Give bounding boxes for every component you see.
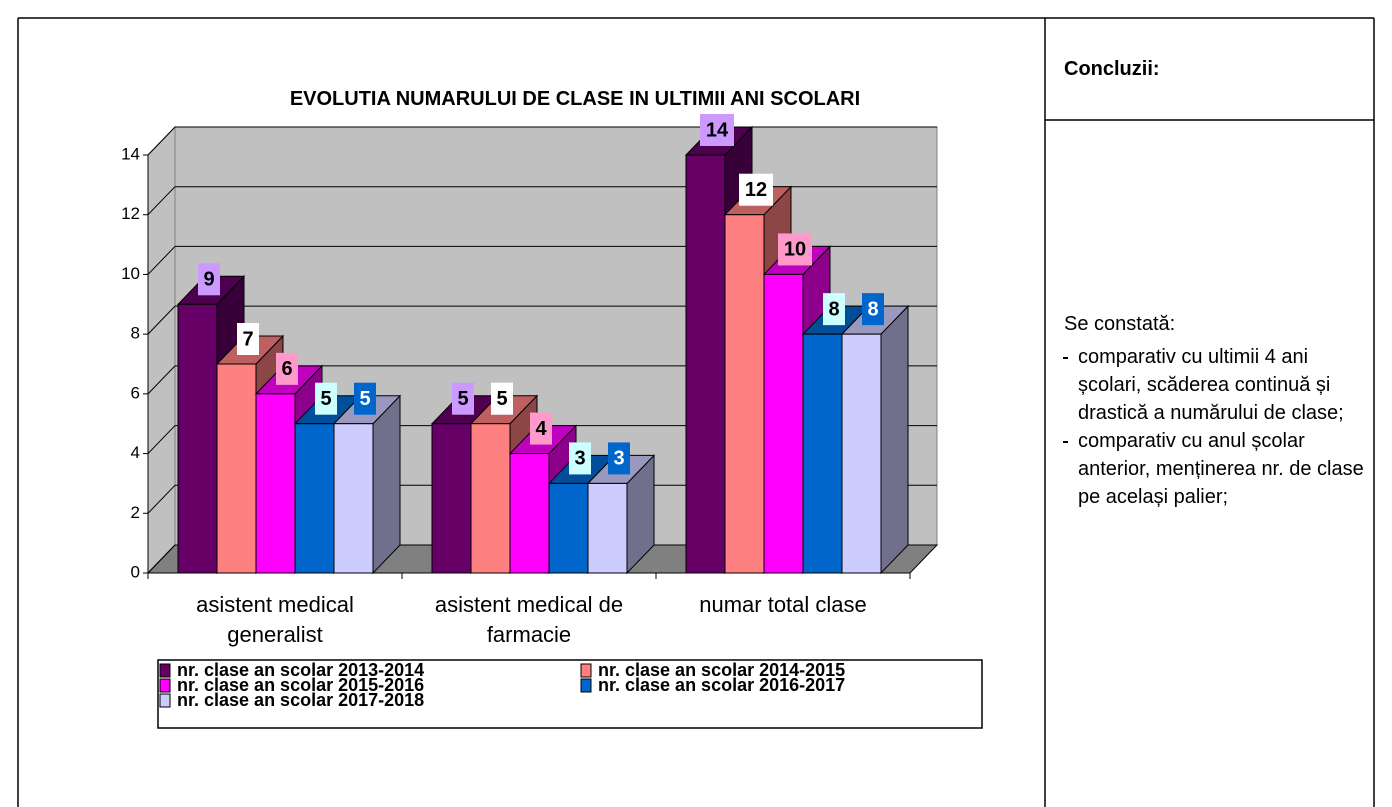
grid-line-side	[147, 126, 176, 156]
y-tick-label: 6	[131, 383, 140, 402]
legend-label: nr. clase an scolar 2013-2014	[177, 660, 424, 680]
bar	[587, 482, 628, 574]
conclusions-heading: Concluzii:	[1064, 58, 1160, 80]
bar	[685, 154, 726, 574]
bar	[548, 482, 589, 574]
data-label: 8	[867, 298, 878, 320]
data-label: 12	[745, 179, 767, 201]
conclusions-list: comparativ cu ultimii 4 ani școlari, scă…	[1063, 343, 1374, 511]
data-label: 5	[496, 388, 507, 410]
bullet-item: comparativ cu anul școlar anterior, menț…	[1063, 427, 1374, 511]
data-label-box	[452, 382, 474, 415]
data-label: 9	[203, 269, 214, 291]
side-wall	[147, 125, 176, 575]
grid-line-side	[147, 544, 176, 574]
bar	[509, 453, 550, 574]
data-label-box	[354, 382, 376, 415]
bar	[333, 423, 374, 574]
data-label: 5	[457, 388, 468, 410]
data-label-box	[491, 382, 513, 415]
x-tick-label: asistent medical generalist	[196, 592, 354, 647]
data-label: 6	[281, 358, 292, 380]
data-label: 3	[613, 448, 624, 470]
bar	[841, 333, 882, 574]
legend-swatch	[159, 663, 171, 678]
data-label: 14	[706, 119, 729, 141]
grid-line-side	[147, 305, 176, 335]
legend-label: nr. clase an scolar 2017-2018	[177, 690, 424, 710]
data-label-box	[739, 173, 773, 206]
data-label-box	[778, 233, 812, 266]
y-tick-label: 8	[131, 324, 140, 343]
conclusions-intro: Se constată:	[1064, 313, 1176, 335]
data-label-box	[315, 382, 337, 415]
bar-side	[372, 394, 401, 575]
data-label-box	[198, 263, 220, 296]
data-label-box	[823, 293, 845, 326]
y-tick-label: 12	[121, 204, 140, 223]
y-tick-label: 14	[121, 144, 140, 163]
bar	[177, 303, 218, 574]
x-tick-label: asistent medical de farmacie	[434, 592, 624, 647]
data-label-box	[608, 442, 630, 475]
bullet-dash	[1063, 441, 1068, 443]
bar	[216, 363, 257, 574]
bar	[294, 423, 335, 574]
data-label: 3	[574, 448, 585, 470]
data-label: 10	[784, 239, 806, 261]
bar	[724, 214, 765, 574]
legend-swatch	[159, 693, 171, 708]
bar	[802, 333, 843, 574]
chart-title: EVOLUTIA NUMARULUI DE CLASE IN ULTIMII A…	[289, 88, 861, 110]
x-tick-label: numar total clase	[699, 592, 867, 617]
grid-line-side	[147, 246, 176, 275]
legend-box	[157, 659, 983, 729]
legend-label: nr. clase an scolar 2014-2015	[598, 660, 845, 680]
legend-swatch	[580, 663, 592, 678]
legend-label: nr. clase an scolar 2016-2017	[598, 675, 845, 695]
y-tick-label: 4	[131, 443, 140, 462]
data-label-box	[862, 293, 884, 326]
bar-side	[880, 304, 909, 575]
data-label: 8	[828, 298, 839, 320]
bullet-dash	[1063, 357, 1068, 359]
data-label-box	[569, 442, 591, 475]
data-label: 4	[535, 418, 547, 440]
data-label: 5	[320, 388, 331, 410]
bar	[763, 273, 804, 574]
data-label: 7	[242, 328, 253, 350]
data-label-box	[530, 412, 552, 445]
legend-swatch	[580, 678, 592, 693]
data-label-box	[700, 114, 734, 146]
legend-swatch	[159, 678, 171, 693]
grid-line-side	[147, 365, 176, 395]
grid-line-side	[147, 425, 176, 454]
bar	[255, 393, 296, 574]
y-tick-label: 10	[121, 264, 140, 283]
grid-line-side	[147, 186, 176, 216]
data-label-box	[237, 323, 259, 355]
y-tick-label: 0	[131, 562, 140, 581]
grid-line-side	[147, 484, 176, 514]
legend-label: nr. clase an scolar 2015-2016	[177, 675, 424, 695]
bar	[470, 423, 511, 574]
table-borders	[17, 17, 1375, 807]
bullet-item: comparativ cu ultimii 4 ani școlari, scă…	[1063, 343, 1374, 427]
data-label: 5	[359, 388, 370, 410]
bar	[431, 423, 472, 574]
y-tick-label: 2	[131, 503, 140, 522]
data-label-box	[276, 352, 298, 385]
